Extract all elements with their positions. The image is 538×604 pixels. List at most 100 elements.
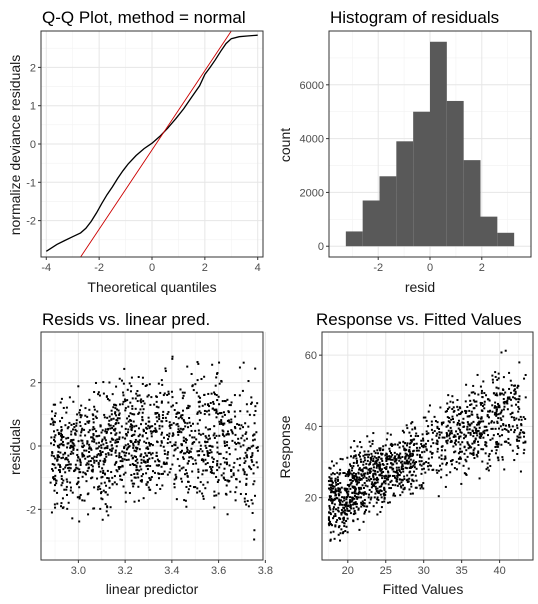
scatter-point: [119, 478, 122, 481]
scatter-point: [199, 444, 202, 447]
scatter-point: [423, 450, 426, 453]
scatter-point: [517, 446, 520, 449]
scatter-point: [223, 413, 226, 416]
scatter-point: [489, 438, 492, 441]
scatter-point: [95, 447, 98, 450]
scatter-point: [72, 442, 75, 445]
scatter-point: [365, 479, 368, 482]
scatter-point: [191, 470, 194, 473]
scatter-point: [498, 406, 501, 409]
scatter-point: [503, 427, 506, 430]
scatter-point: [180, 480, 183, 483]
scatter-point: [376, 487, 379, 490]
scatter-point: [331, 487, 334, 490]
scatter-point: [109, 506, 112, 509]
qq-sample-line: [45, 34, 258, 252]
scatter-point: [329, 488, 332, 491]
scatter-point: [363, 502, 366, 505]
scatter-point: [502, 388, 505, 391]
scatter-point: [375, 462, 378, 465]
scatter-point: [93, 455, 96, 458]
scatter-point: [455, 460, 458, 463]
scatter-point: [73, 470, 76, 473]
scatter-point: [191, 436, 194, 439]
scatter-point: [347, 490, 350, 493]
scatter-point: [357, 493, 360, 496]
scatter-point: [116, 441, 119, 444]
scatter-point: [440, 449, 443, 452]
scatter-point: [117, 465, 120, 468]
scatter-point: [508, 423, 511, 426]
x-tick-label: -4: [41, 262, 51, 274]
scatter-point: [387, 474, 390, 477]
scatter-point: [104, 446, 107, 449]
scatter-point: [438, 464, 441, 467]
scatter-point: [399, 485, 402, 488]
scatter-point: [372, 473, 375, 476]
scatter-point: [338, 503, 341, 506]
scatter-point: [132, 442, 135, 445]
scatter-point: [342, 519, 345, 522]
scatter-point: [383, 475, 386, 478]
scatter-point: [374, 481, 377, 484]
scatter-point: [506, 399, 509, 402]
scatter-point: [227, 433, 230, 436]
scatter-point: [411, 428, 414, 431]
scatter-point: [193, 441, 196, 444]
scatter-point: [459, 435, 462, 438]
scatter-point: [60, 505, 63, 508]
resid-linear-frame: [40, 331, 264, 561]
histogram-bar: [463, 160, 481, 247]
scatter-point: [359, 478, 362, 481]
scatter-point: [191, 385, 194, 388]
scatter-point: [376, 464, 379, 467]
scatter-point: [148, 427, 151, 430]
scatter-point: [504, 349, 507, 352]
scatter-point: [452, 421, 455, 424]
scatter-point: [357, 472, 360, 475]
scatter-point: [168, 421, 171, 424]
scatter-point: [67, 454, 70, 457]
scatter-point: [524, 373, 527, 376]
scatter-point: [356, 445, 359, 448]
scatter-point: [515, 398, 518, 401]
scatter-point: [401, 484, 404, 487]
scatter-point: [179, 427, 182, 430]
scatter-point: [500, 409, 503, 412]
scatter-point: [342, 531, 345, 534]
scatter-point: [179, 388, 182, 391]
scatter-point: [131, 462, 134, 465]
scatter-point: [88, 455, 91, 458]
scatter-point: [143, 461, 146, 464]
scatter-point: [340, 508, 343, 511]
scatter-point: [186, 365, 189, 368]
scatter-point: [88, 398, 91, 401]
scatter-point: [128, 452, 131, 455]
scatter-point: [126, 388, 129, 391]
scatter-point: [194, 429, 197, 432]
scatter-point: [337, 526, 340, 529]
scatter-point: [221, 400, 224, 403]
scatter-point: [245, 477, 248, 480]
scatter-point: [102, 469, 105, 472]
scatter-point: [405, 448, 408, 451]
scatter-point: [354, 489, 357, 492]
scatter-point: [65, 478, 68, 481]
scatter-point: [366, 472, 369, 475]
scatter-point: [73, 444, 76, 447]
scatter-point: [339, 499, 342, 502]
scatter-point: [367, 496, 370, 499]
scatter-point: [90, 436, 93, 439]
scatter-point: [350, 500, 353, 503]
scatter-point: [459, 447, 462, 450]
scatter-point: [203, 409, 206, 412]
scatter-point: [61, 497, 64, 500]
scatter-point: [250, 401, 253, 404]
scatter-point: [509, 443, 512, 446]
scatter-point: [440, 457, 443, 460]
scatter-point: [141, 382, 144, 385]
scatter-point: [496, 394, 499, 397]
scatter-point: [359, 451, 362, 454]
scatter-point: [435, 469, 438, 472]
scatter-point: [361, 474, 364, 477]
